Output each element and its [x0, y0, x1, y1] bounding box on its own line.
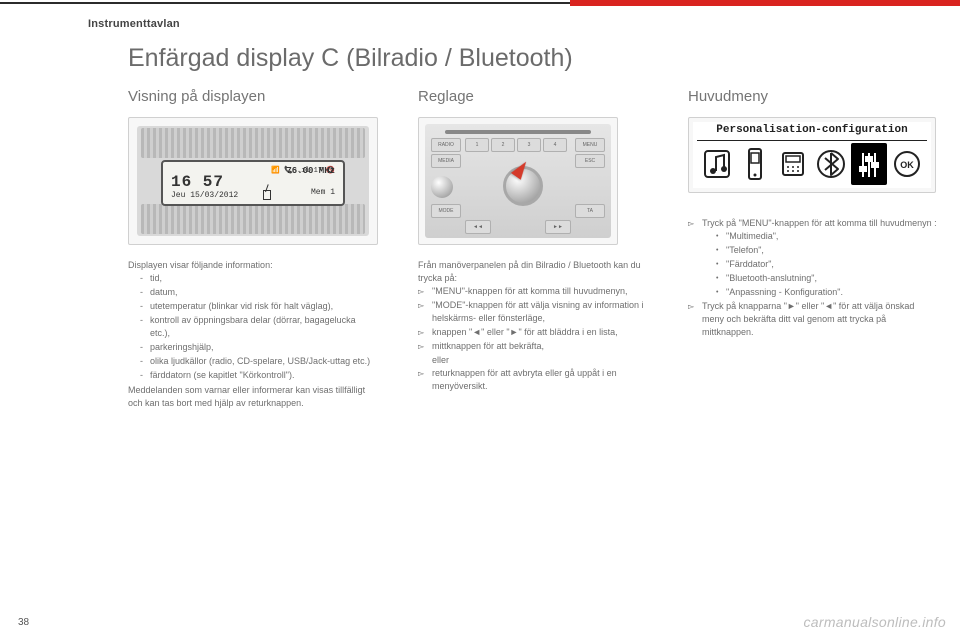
vent-graphic-top — [141, 128, 365, 158]
radio-preset: 2 — [491, 138, 515, 152]
trip-computer-icon — [775, 143, 811, 185]
list-item: "MODE"-knappen för att välja visning av … — [418, 299, 648, 325]
col3-body: Tryck på "MENU"-knappen för att komma ti… — [688, 217, 938, 340]
col1-body: Displayen visar följande information: ti… — [128, 259, 378, 411]
radio-btn: TA — [575, 204, 605, 218]
figure-personalisation-screen: Personalisation-configuration OK — [688, 117, 936, 193]
col2-heading: Reglage — [418, 88, 648, 105]
phone-icon — [737, 143, 773, 185]
list-item: "MENU"-knappen för att komma till huvudm… — [418, 285, 648, 298]
radio-btn: MEDIA — [431, 154, 461, 168]
list-item: utetemperatur (blinkar vid risk för halt… — [140, 300, 378, 313]
col2-intro: Från manöverpanelen på din Bilradio / Bl… — [418, 259, 648, 285]
list-item: mittknappen för att bekräfta, — [418, 340, 648, 353]
settings-icon — [851, 143, 887, 185]
column-controls: Reglage RADIO MEDIA MENU ESC MODE TA ◄◄ … — [418, 88, 648, 411]
bluetooth-icon — [813, 143, 849, 185]
radio-preset: 3 — [517, 138, 541, 152]
col1-list: tid, datum, utetemperatur (blinkar vid r… — [128, 272, 378, 382]
radio-btn: MENU — [575, 138, 605, 152]
col1-intro: Displayen visar följande information: — [128, 259, 378, 272]
list-item: tid, — [140, 272, 378, 285]
screen-icon-row: OK — [699, 144, 925, 184]
col1-outro: Meddelanden som varnar eller informerar … — [128, 384, 378, 410]
list-item: datum, — [140, 286, 378, 299]
antenna-icon — [259, 184, 273, 200]
col1-heading: Visning på displayen — [128, 88, 378, 105]
top-accent-bar — [0, 0, 960, 6]
lcd-frequency: 76.00 MHz — [286, 166, 335, 176]
radio-btn: ►► — [545, 220, 571, 234]
radio-btn: ESC — [575, 154, 605, 168]
item1-sublist: "Multimedia", "Telefon", "Färddator", "B… — [702, 230, 938, 299]
list-item: knappen "◄" eller "►" för att bläddra i … — [418, 326, 648, 339]
sub-item: "Multimedia", — [716, 230, 938, 243]
sub-item: "Bluetooth-anslutning", — [716, 272, 938, 285]
list-item: kontroll av öppningsbara delar (dörrar, … — [140, 314, 378, 340]
figure-radio-panel: RADIO MEDIA MENU ESC MODE TA ◄◄ ►► 1 2 3… — [418, 117, 618, 245]
radio-btn: ◄◄ — [465, 220, 491, 234]
multimedia-icon — [699, 143, 735, 185]
list-item: parkeringshjälp, — [140, 341, 378, 354]
page-number: 38 — [18, 617, 29, 628]
radio-btn: MODE — [431, 204, 461, 218]
divider — [697, 140, 927, 141]
col2-body: Från manöverpanelen på din Bilradio / Bl… — [418, 259, 648, 394]
list-item-or: eller — [418, 354, 648, 367]
sub-item: "Telefon", — [716, 244, 938, 257]
section-label: Instrumenttavlan — [88, 18, 180, 30]
radio-btn: RADIO — [431, 138, 461, 152]
sub-item: "Anpassning - Konfiguration". — [716, 286, 938, 299]
figure-dashboard-display: 📶 📞 .ıl 17 🔇 16 57 Jeu 15/03/2012 76.00 … — [128, 117, 378, 245]
radio-preset: 1 — [465, 138, 489, 152]
list-item: returknappen för att avbryta eller gå up… — [418, 367, 648, 393]
volume-knob — [431, 176, 453, 198]
column-main-menu: Huvudmeny Personalisation-configuration … — [688, 88, 938, 411]
list-item: färddatorn (se kapitlet "Körkontroll"). — [140, 369, 378, 382]
column-display: Visning på displayen 📶 📞 .ıl 17 🔇 16 57 … — [128, 88, 378, 411]
col3-heading: Huvudmeny — [688, 88, 938, 105]
list-item: Tryck på "MENU"-knappen för att komma ti… — [688, 217, 938, 299]
lcd-screen: 📶 📞 .ıl 17 🔇 16 57 Jeu 15/03/2012 76.00 … — [161, 160, 345, 206]
radio-preset: 4 — [543, 138, 567, 152]
cd-slot — [445, 130, 591, 134]
screen-title: Personalisation-configuration — [693, 124, 931, 136]
ok-icon: OK — [889, 143, 925, 185]
svg-text:OK: OK — [900, 160, 914, 170]
page-title: Enfärgad display C (Bilradio / Bluetooth… — [128, 44, 573, 73]
item1-lead: Tryck på "MENU"-knappen för att komma ti… — [702, 218, 937, 228]
lcd-memory: Mem 1 — [286, 188, 335, 197]
topbar-red-segment — [570, 0, 960, 6]
list-item: Tryck på knapparna "►" eller "◄" för att… — [688, 300, 938, 339]
sub-item: "Färddator", — [716, 258, 938, 271]
vent-graphic-bottom — [141, 204, 365, 234]
watermark: carmanualsonline.info — [804, 614, 947, 630]
topbar-black-segment — [0, 2, 570, 4]
list-item: olika ljudkällor (radio, CD-spelare, USB… — [140, 355, 378, 368]
